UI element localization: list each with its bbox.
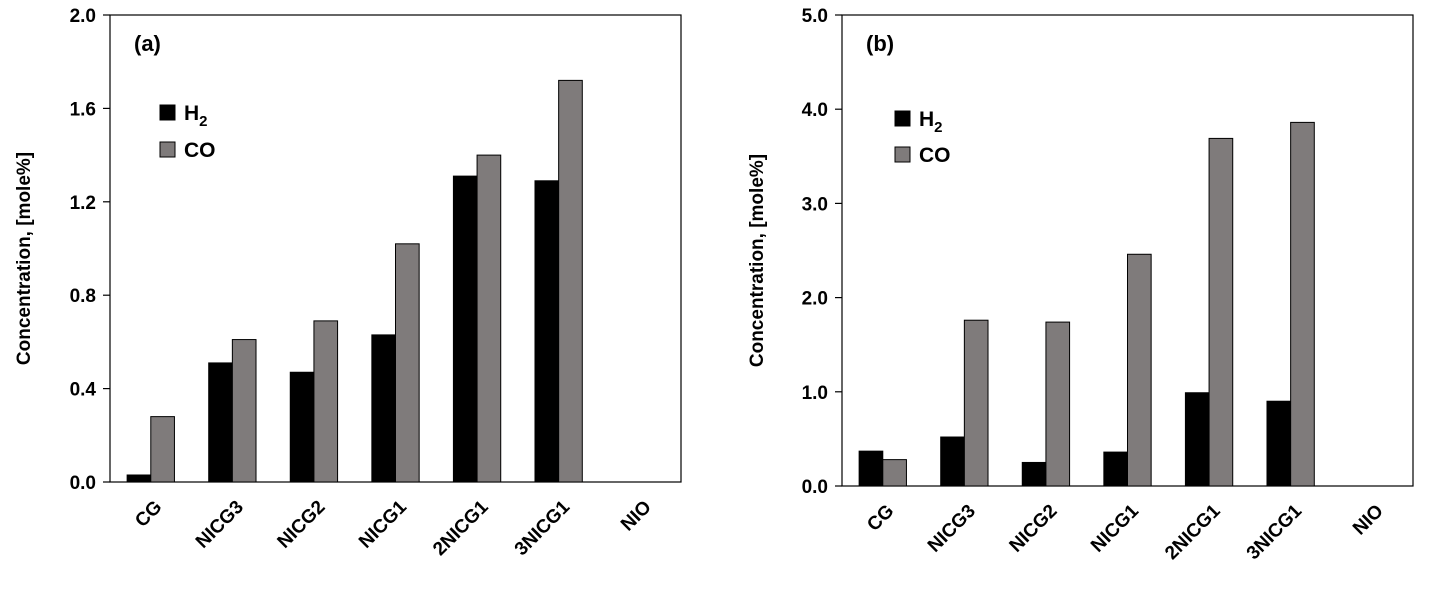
panel-label: (a) <box>134 31 161 56</box>
legend-label-h2: H2 <box>919 108 943 136</box>
y-tick-label: 2.0 <box>802 289 828 310</box>
legend-text: CO <box>184 139 216 162</box>
bar-h2-nicg2 <box>289 371 315 483</box>
legend-label-co: CO <box>919 144 951 167</box>
bar-h2-nicg1 <box>1103 451 1128 487</box>
chart-panel-b: 0.0 1.0 2.0 3.0 4.0 5.0 CG NICG3 NICG2 NICG1 2NICG… <box>747 6 1414 564</box>
bar-co-nicg2 <box>1045 321 1071 487</box>
legend-text: H <box>919 108 934 131</box>
bar-h2-nicg1 <box>371 334 397 483</box>
category-label: 2NICG1 <box>429 496 493 560</box>
bar-co-2nicg1 <box>476 154 502 483</box>
bar-co-2nicg1 <box>1208 137 1234 487</box>
category-label: CG <box>863 501 898 536</box>
category-label: 3NICG1 <box>1243 500 1307 564</box>
legend-swatch-h2 <box>159 104 176 121</box>
bar-co-nicg1 <box>1127 253 1152 487</box>
y-tick-label: 1.2 <box>70 193 96 214</box>
bar-co-3nicg1 <box>1290 121 1315 487</box>
category-label: NIO <box>1349 501 1388 540</box>
legend-swatch-co <box>894 146 911 163</box>
legend-text: CO <box>919 144 951 167</box>
category-label: NICG1 <box>355 496 411 552</box>
category-label: CG <box>131 497 166 532</box>
y-tick-label: 3.0 <box>802 194 828 215</box>
y-axis-title: Concentration, [mole%] <box>14 152 35 365</box>
y-tick-label: 0.4 <box>70 380 97 401</box>
legend-subscript: 2 <box>199 113 207 130</box>
y-tick-label: 0.8 <box>70 286 96 307</box>
legend-label-co: CO <box>184 139 216 162</box>
bar-h2-3nicg1 <box>534 180 560 483</box>
bar-h2-nicg3 <box>940 436 965 487</box>
category-label: 3NICG1 <box>511 496 575 560</box>
legend-subscript: 2 <box>934 119 942 136</box>
bar-co-3nicg1 <box>558 79 583 483</box>
y-tick-label: 1.6 <box>70 99 96 120</box>
category-label: 2NICG1 <box>1161 500 1225 564</box>
y-tick-label: 4.0 <box>802 100 828 121</box>
bar-co-nicg3 <box>231 339 257 483</box>
legend-swatch-co <box>159 141 176 158</box>
bar-h2-2nicg1 <box>452 175 478 483</box>
legend: H2 CO <box>159 102 216 162</box>
bar-co-nicg3 <box>963 319 989 487</box>
y-tick-label: 2.0 <box>70 6 96 27</box>
category-label: NIO <box>617 497 656 536</box>
chart-panel-a: 0.0 0.4 0.8 1.2 1.6 2.0 CG NICG3 NICG2 NICG1 2NICG… <box>14 6 682 560</box>
category-label: NICG3 <box>192 497 248 553</box>
bar-h2-cg <box>858 450 884 487</box>
bar-h2-cg <box>126 474 152 483</box>
category-label: NICG3 <box>924 501 980 557</box>
bar-co-cg <box>150 416 175 483</box>
y-tick-label: 0.0 <box>70 473 96 494</box>
bar-h2-2nicg1 <box>1184 392 1210 487</box>
y-tick-label: 1.0 <box>802 383 828 404</box>
y-axis-title: Concentration, [mole%] <box>747 154 768 367</box>
bar-h2-nicg2 <box>1021 461 1047 487</box>
bar-h2-3nicg1 <box>1266 400 1292 487</box>
category-label: NICG1 <box>1087 500 1143 556</box>
bar-co-nicg2 <box>313 320 339 483</box>
panel-label: (b) <box>866 31 894 56</box>
legend-swatch-h2 <box>894 110 911 127</box>
y-tick-label: 5.0 <box>802 6 828 27</box>
bar-co-nicg1 <box>395 243 420 483</box>
legend-label-h2: H2 <box>184 102 208 130</box>
category-label: NICG2 <box>1006 501 1062 557</box>
category-label: NICG2 <box>274 497 330 553</box>
legend: H2 CO <box>894 108 951 167</box>
bar-h2-nicg3 <box>208 362 233 483</box>
bar-co-cg <box>882 459 907 487</box>
legend-text: H <box>184 102 199 125</box>
y-tick-label: 0.0 <box>802 477 828 498</box>
